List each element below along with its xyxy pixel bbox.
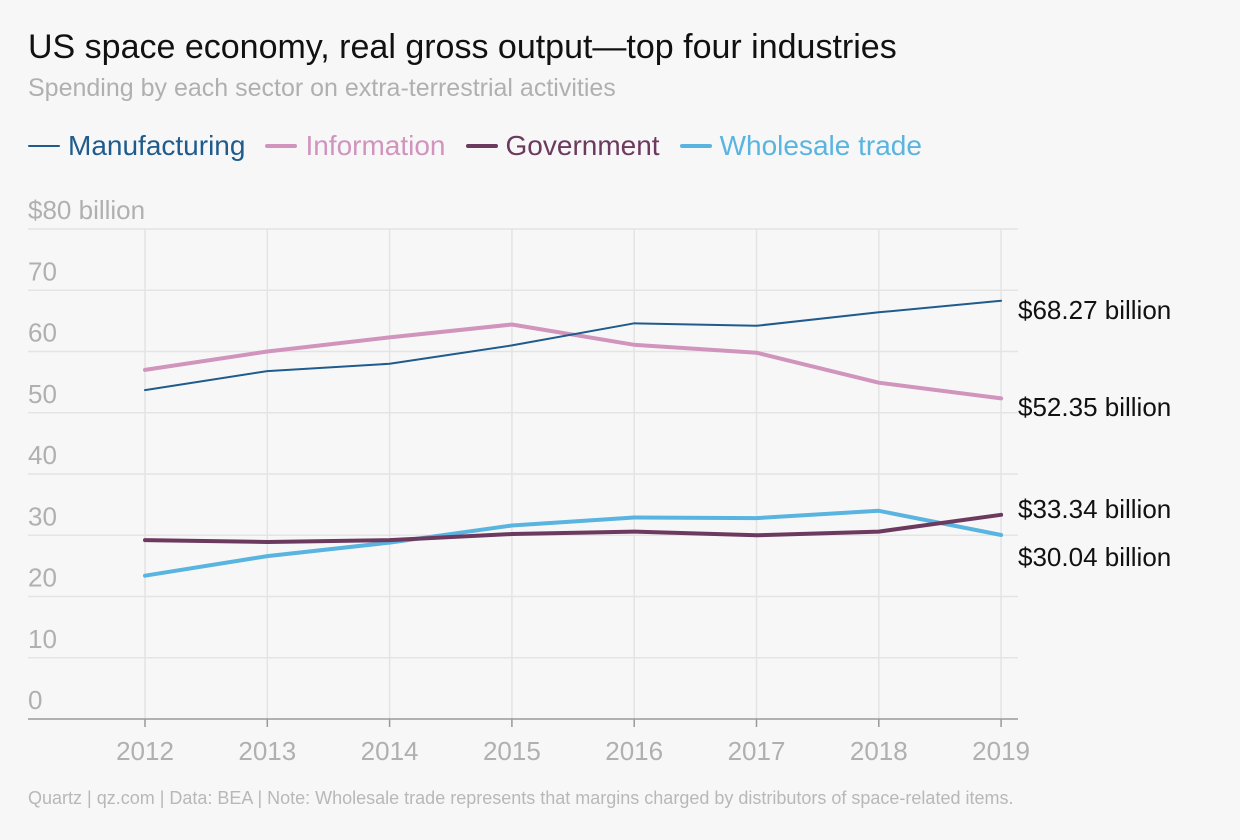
legend-label-information: Information — [305, 130, 446, 161]
y-tick-label: 40 — [28, 440, 57, 470]
legend-item-government: Government — [465, 130, 660, 162]
y-tick-label: 20 — [28, 563, 57, 593]
series-line-government — [143, 512, 1004, 544]
source-note: Quartz | qz.com | Data: BEA | Note: Whol… — [28, 788, 1014, 808]
legend: Manufacturing Information Government Who… — [28, 126, 942, 166]
x-tick-label: 2015 — [483, 736, 541, 766]
y-tick-label: 0 — [28, 685, 42, 715]
x-tick-label: 2014 — [361, 736, 419, 766]
legend-swatch-wholesale-trade — [679, 144, 712, 148]
legend-item-information: Information — [265, 130, 446, 162]
series-line-wholesale-trade — [143, 508, 1004, 578]
y-tick-label: 10 — [28, 624, 57, 654]
series-lines — [143, 299, 1004, 578]
y-tick-label: 70 — [28, 256, 57, 286]
series-line-information — [143, 322, 1004, 401]
legend-item-wholesale-trade: Wholesale trade — [679, 130, 922, 162]
legend-swatch-manufacturing — [28, 145, 60, 147]
end-label-wholesale-trade: $30.04 billion — [1018, 542, 1171, 572]
end-label-information: $52.35 billion — [1018, 392, 1171, 422]
legend-label-government: Government — [505, 130, 660, 161]
grid-lines — [28, 228, 1018, 719]
x-tick-label: 2016 — [605, 736, 663, 766]
y-tick-label: 30 — [28, 501, 57, 531]
series-line-manufacturing — [144, 299, 1003, 392]
chart-subtitle: Spending by each sector on extra-terrest… — [28, 74, 616, 102]
chart-title: US space economy, real gross output—top … — [28, 28, 897, 66]
legend-swatch-government — [465, 144, 498, 148]
end-label-manufacturing: $68.27 billion — [1018, 295, 1171, 325]
x-tick-label: 2019 — [972, 736, 1030, 766]
legend-label-wholesale-trade: Wholesale trade — [719, 130, 922, 161]
legend-label-manufacturing: Manufacturing — [68, 130, 246, 161]
x-tick-label: 2017 — [728, 736, 786, 766]
end-labels: $68.27 billion $52.35 billion $33.34 billi… — [1018, 295, 1171, 572]
legend-swatch-information — [265, 144, 298, 148]
y-tick-label: 60 — [28, 318, 57, 348]
y-tick-label: 50 — [28, 379, 57, 409]
x-tick-label: 2012 — [116, 736, 174, 766]
y-tick-label: $80 billion — [28, 195, 145, 225]
legend-item-manufacturing: Manufacturing — [28, 130, 245, 162]
axes: $80 billion 70 60 50 40 30 20 10 0 2012 2013 2014 20… — [28, 195, 1030, 766]
x-tick-label: 2013 — [238, 736, 296, 766]
end-label-government: $33.34 billion — [1018, 494, 1171, 524]
x-tick-label: 2018 — [850, 736, 908, 766]
